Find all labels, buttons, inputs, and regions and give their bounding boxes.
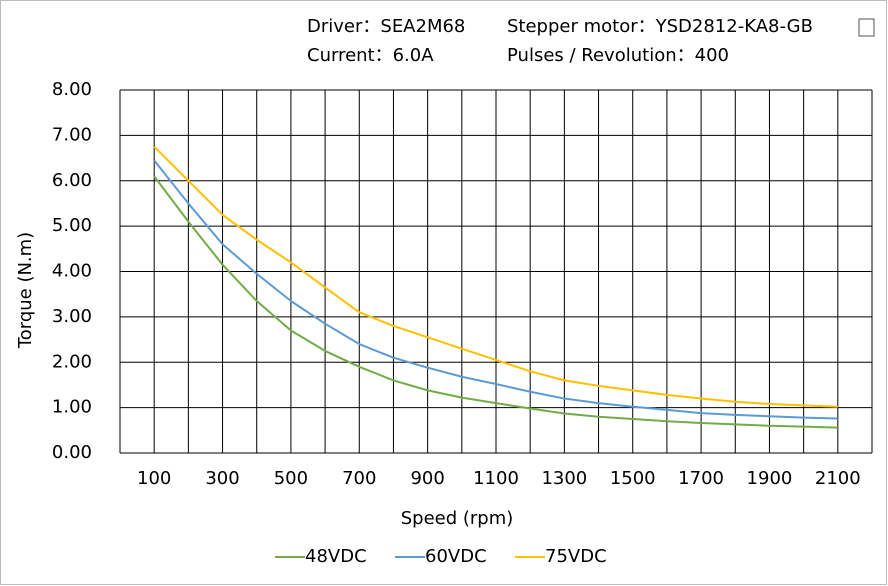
y-tick-label: 8.00 bbox=[52, 79, 92, 100]
x-tick-label: 500 bbox=[274, 468, 308, 489]
y-tick-label: 0.00 bbox=[52, 442, 92, 463]
annotation: Pulses / Revolution：400 bbox=[507, 45, 729, 66]
x-tick-label: 1100 bbox=[473, 468, 519, 489]
data-line bbox=[153, 159, 838, 420]
x-tick-label: 1300 bbox=[541, 468, 587, 489]
y-tick-label: 2.00 bbox=[52, 351, 92, 372]
x-tick-label: 100 bbox=[137, 468, 171, 489]
x-axis-label: Speed (rpm) bbox=[401, 508, 514, 529]
x-tick-label: 300 bbox=[205, 468, 239, 489]
y-axis-label: Torque (N.m) bbox=[15, 232, 36, 349]
annotation: Stepper motor：YSD2812-KA8-GB bbox=[507, 16, 813, 37]
x-tick-label: 900 bbox=[410, 468, 444, 489]
y-tick-label: 3.00 bbox=[52, 306, 92, 327]
annotation: Driver：SEA2M68 bbox=[307, 16, 465, 37]
x-tick-label: 1900 bbox=[747, 468, 793, 489]
annotation: Current：6.0A bbox=[307, 45, 434, 66]
y-tick-label: 4.00 bbox=[52, 261, 92, 282]
y-tick-label: 7.00 bbox=[52, 124, 92, 145]
y-tick-label: 6.00 bbox=[52, 170, 92, 191]
x-tick-label: 1500 bbox=[610, 468, 656, 489]
x-tick-label: 1700 bbox=[678, 468, 724, 489]
legend-label: 48VDC bbox=[305, 546, 367, 567]
data-line bbox=[153, 175, 838, 429]
y-tick-label: 5.00 bbox=[52, 215, 92, 236]
y-tick-label: 1.00 bbox=[52, 397, 92, 418]
x-tick-label: 700 bbox=[342, 468, 376, 489]
legend-label: 60VDC bbox=[425, 546, 487, 567]
x-tick-label: 2100 bbox=[815, 468, 861, 489]
data-line bbox=[153, 146, 838, 408]
legend-label: 75VDC bbox=[545, 546, 607, 567]
missing-glyph-box bbox=[858, 18, 875, 37]
